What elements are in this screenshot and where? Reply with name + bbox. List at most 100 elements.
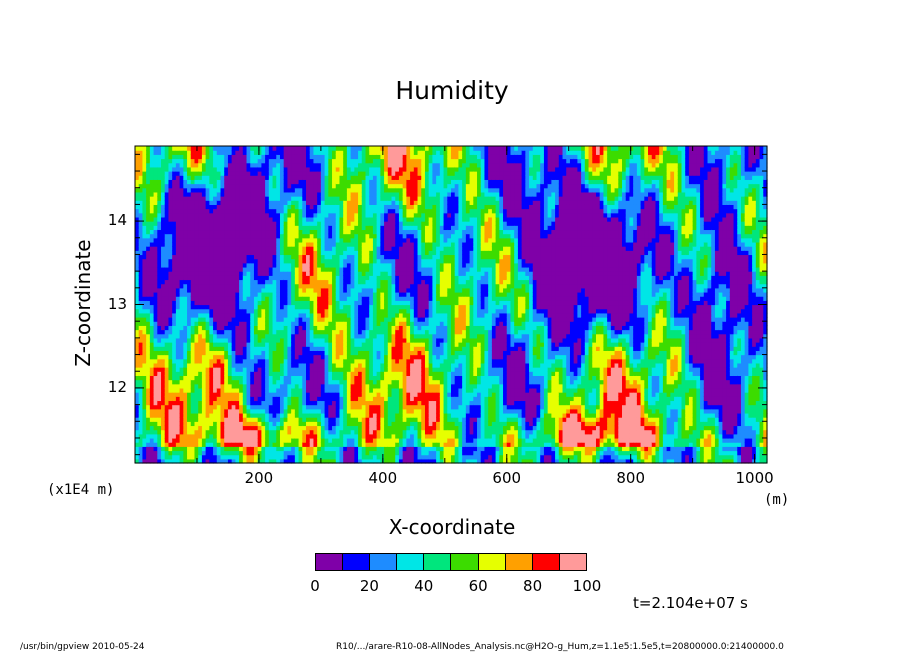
heatmap-cell (183, 191, 188, 197)
heatmap-cell (350, 279, 355, 285)
heatmap-cell (227, 396, 233, 402)
heatmap-cell (276, 325, 281, 331)
heatmap-cell (287, 200, 292, 205)
heatmap-cell (149, 275, 155, 281)
heatmap-cell (369, 412, 374, 418)
heatmap-cell (279, 325, 285, 331)
heatmap-cell (235, 146, 240, 151)
heatmap-cell (335, 325, 341, 331)
heatmap-cell (350, 171, 355, 176)
heatmap-cell (350, 325, 355, 331)
heatmap-cell (153, 200, 158, 205)
heatmap-cell (157, 183, 162, 189)
heatmap-cell (313, 275, 318, 281)
heatmap-cell (335, 275, 341, 281)
heatmap-cell (235, 229, 240, 235)
heatmap-cell (250, 404, 255, 410)
heatmap-cell (354, 408, 359, 414)
heatmap-cell (372, 158, 378, 164)
heatmap-cell (190, 221, 196, 226)
heatmap-cell (350, 212, 355, 218)
heatmap-cell (183, 229, 188, 235)
heatmap-cell (224, 425, 229, 431)
heatmap-cell (365, 258, 370, 264)
heatmap-cell (149, 158, 155, 164)
heatmap-cell (335, 425, 341, 431)
heatmap-cell (146, 300, 151, 306)
heatmap-cell (369, 325, 374, 331)
heatmap-cell (268, 383, 274, 389)
heatmap-cell (283, 241, 289, 247)
heatmap-cell (194, 150, 199, 155)
heatmap-cell (376, 342, 381, 347)
heatmap-cell (149, 437, 155, 443)
heatmap-cell (213, 146, 218, 151)
heatmap-cell (317, 387, 322, 393)
heatmap-cell (279, 350, 285, 356)
heatmap-cell (246, 429, 251, 435)
heatmap-cell (149, 154, 155, 160)
heatmap-cell (265, 371, 270, 377)
heatmap-cell (172, 325, 177, 331)
heatmap-cell (138, 325, 144, 331)
heatmap-cell (242, 237, 248, 243)
heatmap-cell (265, 279, 270, 285)
heatmap-cell (358, 258, 363, 264)
heatmap-cell (350, 254, 355, 260)
heatmap-cell (198, 262, 203, 268)
heatmap-cell (358, 175, 363, 180)
heatmap-cell (179, 392, 184, 397)
heatmap-cell (298, 162, 303, 168)
heatmap-cell (250, 154, 255, 160)
heatmap-cell (298, 208, 303, 214)
heatmap-cell (332, 158, 337, 164)
heatmap-cell (168, 300, 173, 306)
heatmap-cell (324, 421, 329, 427)
heatmap-cell (179, 287, 184, 293)
heatmap-cell (350, 454, 355, 460)
heatmap-cell (153, 312, 158, 318)
heatmap-cell (324, 400, 329, 406)
heatmap-cell (135, 354, 140, 360)
heatmap-cell (268, 412, 274, 418)
heatmap-cell (172, 250, 177, 256)
heatmap-cell (172, 367, 177, 372)
heatmap-cell (157, 300, 162, 306)
heatmap-cell (369, 450, 374, 456)
heatmap-cell (257, 437, 262, 443)
heatmap-cell (161, 158, 166, 164)
heatmap-cell (354, 329, 359, 335)
heatmap-cell (142, 312, 147, 318)
heatmap-cell (354, 450, 359, 456)
heatmap-cell (157, 204, 162, 210)
heatmap-cell (294, 308, 300, 314)
heatmap-cell (138, 396, 144, 402)
heatmap-cell (365, 383, 370, 389)
heatmap-cell (320, 321, 326, 326)
heatmap-cell (354, 271, 359, 276)
heatmap-cell (149, 221, 155, 226)
heatmap-cell (369, 400, 374, 406)
heatmap-cell (198, 354, 203, 360)
heatmap-cell (272, 346, 277, 351)
heatmap-cell (168, 329, 173, 335)
heatmap-cell (372, 408, 378, 414)
heatmap-cell (298, 392, 303, 397)
heatmap-cell (309, 329, 315, 335)
heatmap-cell (298, 258, 303, 264)
heatmap-cell (369, 312, 374, 318)
heatmap-cell (190, 283, 196, 289)
heatmap-cell (376, 400, 381, 406)
heatmap-cell (161, 179, 166, 185)
heatmap-cell (287, 454, 292, 460)
heatmap-cell (246, 171, 251, 176)
heatmap-cell (168, 346, 173, 351)
heatmap-cell (239, 300, 244, 306)
heatmap-cell (242, 317, 248, 322)
heatmap-cell (332, 208, 337, 214)
heatmap-cell (216, 312, 222, 318)
heatmap-cell (276, 212, 281, 218)
heatmap-cell (201, 279, 207, 285)
heatmap-cell (201, 362, 207, 368)
heatmap-cell (279, 200, 285, 205)
